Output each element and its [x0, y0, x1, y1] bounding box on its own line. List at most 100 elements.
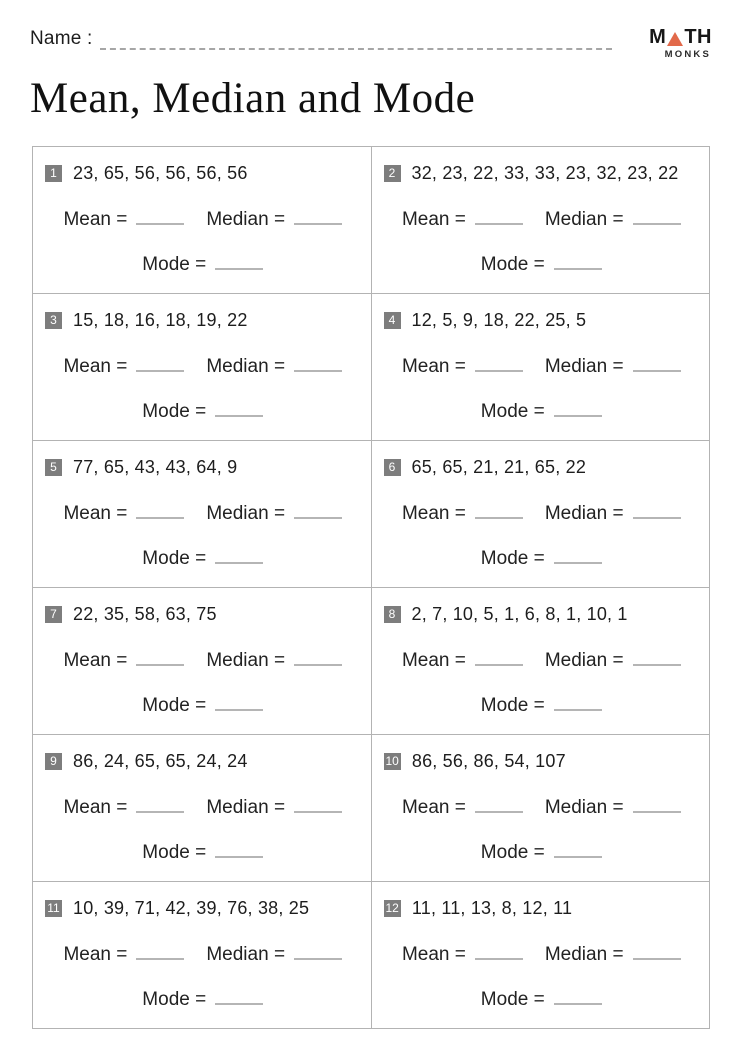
- mean-answer-blank[interactable]: [474, 651, 523, 666]
- mode-row: Mode =: [45, 254, 361, 276]
- logo-letter-m: M: [649, 26, 667, 48]
- mean-label: Mean =: [63, 943, 128, 965]
- problem-number-list: 11, 11, 13, 8, 12, 11: [411, 897, 573, 918]
- mode-label: Mode =: [142, 400, 207, 422]
- problem-number-badge: 8: [383, 605, 401, 623]
- mode-answer-blank[interactable]: [553, 549, 602, 564]
- mode-answer-blank[interactable]: [215, 990, 264, 1005]
- header: Name : M TH MONKS: [30, 26, 712, 60]
- problem-number-badge: 2: [383, 164, 401, 182]
- mean-label: Mean =: [63, 796, 128, 818]
- name-label: Name :: [30, 28, 93, 49]
- mean-median-row: Mean = Median =: [384, 797, 700, 819]
- median-answer-blank[interactable]: [294, 798, 343, 813]
- mode-answer-blank[interactable]: [215, 549, 264, 564]
- mode-row: Mode =: [384, 842, 700, 864]
- problem-numbers-row: 10 86, 56, 86, 54, 107: [383, 751, 700, 772]
- problem-number-badge: 10: [383, 752, 401, 770]
- problem-cell: 2 32, 23, 22, 33, 33, 23, 32, 23, 22 Mea…: [371, 146, 710, 294]
- name-block: Name :: [30, 26, 613, 50]
- name-fill-line[interactable]: [100, 35, 613, 50]
- problem-number-list: 12, 5, 9, 18, 22, 25, 5: [411, 309, 587, 330]
- median-label: Median =: [206, 649, 286, 671]
- mean-answer-blank[interactable]: [474, 798, 523, 813]
- problem-cell: 12 11, 11, 13, 8, 12, 11 Mean = Median =…: [371, 881, 710, 1029]
- mode-label: Mode =: [142, 988, 207, 1010]
- mode-answer-blank[interactable]: [215, 402, 264, 417]
- mean-answer-blank[interactable]: [136, 504, 185, 519]
- mean-answer-blank[interactable]: [136, 945, 185, 960]
- mode-answer-blank[interactable]: [553, 990, 602, 1005]
- math-monks-logo: M TH MONKS: [649, 26, 712, 60]
- mean-label: Mean =: [63, 502, 128, 524]
- mean-answer-blank[interactable]: [474, 945, 523, 960]
- median-answer-blank[interactable]: [632, 357, 681, 372]
- problem-number-list: 32, 23, 22, 33, 33, 23, 32, 23, 22: [411, 162, 679, 183]
- median-label: Median =: [206, 208, 286, 230]
- median-answer-blank[interactable]: [632, 945, 681, 960]
- problem-number-list: 77, 65, 43, 43, 64, 9: [73, 456, 238, 477]
- mode-label: Mode =: [480, 694, 545, 716]
- mean-answer-blank[interactable]: [136, 357, 185, 372]
- mode-row: Mode =: [384, 401, 700, 423]
- problem-cell: 6 65, 65, 21, 21, 65, 22 Mean = Median =…: [371, 440, 710, 588]
- mode-row: Mode =: [45, 989, 361, 1011]
- problem-number-list: 22, 35, 58, 63, 75: [73, 603, 217, 624]
- median-answer-blank[interactable]: [632, 210, 681, 225]
- logo-subtext: MONKS: [664, 49, 711, 60]
- mean-answer-blank[interactable]: [474, 210, 523, 225]
- median-answer-blank[interactable]: [632, 651, 681, 666]
- problem-numbers-row: 8 2, 7, 10, 5, 1, 6, 8, 1, 10, 1: [383, 604, 700, 625]
- problem-numbers-row: 5 77, 65, 43, 43, 64, 9: [45, 457, 361, 478]
- median-label: Median =: [544, 502, 624, 524]
- median-answer-blank[interactable]: [294, 210, 343, 225]
- mean-answer-blank[interactable]: [136, 798, 185, 813]
- logo-letters-th: TH: [684, 26, 712, 48]
- mode-answer-blank[interactable]: [553, 843, 602, 858]
- mode-row: Mode =: [384, 254, 700, 276]
- mean-answer-blank[interactable]: [474, 357, 523, 372]
- mean-label: Mean =: [401, 796, 466, 818]
- median-label: Median =: [544, 796, 624, 818]
- mode-answer-blank[interactable]: [215, 255, 264, 270]
- problem-numbers-row: 9 86, 24, 65, 65, 24, 24: [45, 751, 361, 772]
- problem-numbers-row: 11 10, 39, 71, 42, 39, 76, 38, 25: [45, 898, 361, 919]
- median-answer-blank[interactable]: [294, 504, 343, 519]
- problem-number-list: 15, 18, 16, 18, 19, 22: [73, 309, 248, 330]
- mean-median-row: Mean = Median =: [45, 503, 361, 525]
- problem-number-list: 86, 24, 65, 65, 24, 24: [73, 750, 248, 771]
- mode-answer-blank[interactable]: [215, 843, 264, 858]
- mean-answer-blank[interactable]: [474, 504, 523, 519]
- mean-median-row: Mean = Median =: [384, 503, 700, 525]
- median-answer-blank[interactable]: [294, 945, 343, 960]
- mode-label: Mode =: [480, 841, 545, 863]
- median-label: Median =: [544, 208, 624, 230]
- mean-median-row: Mean = Median =: [384, 209, 700, 231]
- median-answer-blank[interactable]: [632, 798, 681, 813]
- mode-answer-blank[interactable]: [215, 696, 264, 711]
- problem-number-badge: 4: [383, 311, 401, 329]
- mean-median-row: Mean = Median =: [45, 650, 361, 672]
- problem-number-badge: 6: [383, 458, 401, 476]
- problem-number-badge: 5: [45, 458, 62, 476]
- median-label: Median =: [206, 502, 286, 524]
- median-answer-blank[interactable]: [632, 504, 681, 519]
- mean-label: Mean =: [63, 355, 128, 377]
- mean-median-row: Mean = Median =: [45, 944, 361, 966]
- mean-label: Mean =: [63, 208, 128, 230]
- mode-row: Mode =: [45, 695, 361, 717]
- problems-grid: 1 23, 65, 56, 56, 56, 56 Mean = Median =…: [32, 145, 710, 1029]
- median-answer-blank[interactable]: [294, 651, 343, 666]
- mean-label: Mean =: [401, 208, 466, 230]
- mode-answer-blank[interactable]: [553, 402, 602, 417]
- mode-label: Mode =: [480, 400, 545, 422]
- mean-answer-blank[interactable]: [136, 210, 185, 225]
- problem-cell: 1 23, 65, 56, 56, 56, 56 Mean = Median =…: [33, 146, 372, 294]
- mode-answer-blank[interactable]: [553, 255, 602, 270]
- mean-answer-blank[interactable]: [136, 651, 185, 666]
- median-label: Median =: [544, 355, 624, 377]
- mode-label: Mode =: [142, 547, 207, 569]
- mode-row: Mode =: [45, 842, 361, 864]
- mode-answer-blank[interactable]: [553, 696, 602, 711]
- median-answer-blank[interactable]: [294, 357, 343, 372]
